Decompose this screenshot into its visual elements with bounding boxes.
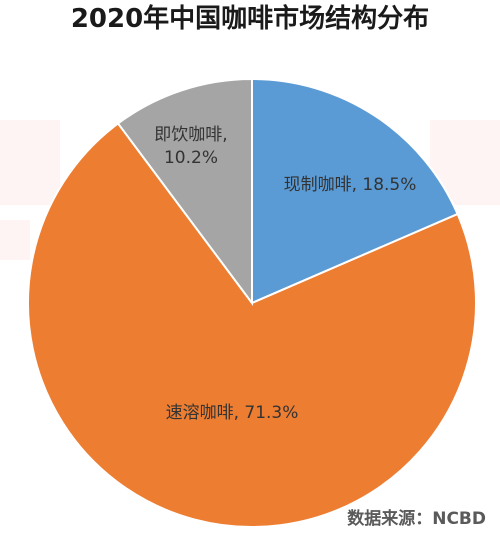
slice-label-即饮咖啡-line1: 即饮咖啡, bbox=[154, 125, 227, 145]
pie-slice-速溶咖啡 bbox=[27, 122, 477, 528]
pie-slice-现制咖啡 bbox=[251, 77, 459, 305]
slice-label-即饮咖啡-line2: 10.2% bbox=[164, 148, 218, 168]
pie-slices bbox=[27, 77, 477, 528]
pie-slice-即饮咖啡 bbox=[116, 77, 253, 307]
slice-label-速溶咖啡: 速溶咖啡, 71.3% bbox=[166, 403, 299, 423]
pie-labels: 现制咖啡, 18.5% 速溶咖啡, 71.3% 即饮咖啡, 10.2% bbox=[154, 125, 416, 423]
chart-title: 2020年中国咖啡市场结构分布 bbox=[70, 4, 430, 34]
slice-label-现制咖啡: 现制咖啡, 18.5% bbox=[284, 175, 417, 195]
source-note: 数据来源：NCBD bbox=[347, 509, 486, 529]
